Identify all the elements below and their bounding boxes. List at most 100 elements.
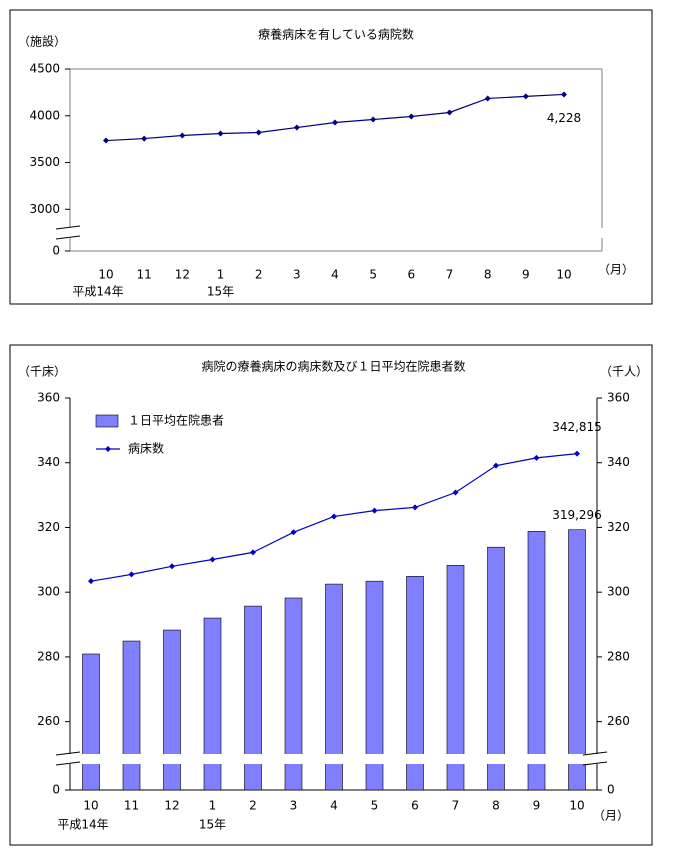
y-tick-label: 260 [37, 714, 60, 728]
chart-frame [9, 344, 653, 846]
marker [331, 513, 337, 520]
x-tick-label: 12 [164, 799, 179, 813]
x-tick-label: 2 [255, 268, 263, 282]
marker [103, 137, 109, 144]
y-tick-label: 360 [37, 391, 60, 405]
marker [446, 109, 453, 116]
marker [293, 124, 300, 131]
axis-break-mark [55, 751, 81, 756]
x-axis-unit: （月） [598, 263, 634, 277]
axis-break-mark [55, 761, 81, 766]
y-tick-label: 3000 [29, 202, 60, 216]
x-tick-label: 6 [411, 799, 419, 813]
y-axis-unit: （千床） [18, 365, 66, 379]
y-tick-label: 320 [37, 520, 60, 534]
y2-tick-label: 340 [607, 455, 630, 469]
marker [408, 113, 415, 120]
x-tick-label: 11 [124, 799, 139, 813]
y2-tick-label: 320 [607, 520, 630, 534]
bar [244, 605, 262, 791]
bar [203, 617, 222, 791]
axis-break-mark [55, 225, 81, 230]
bar [325, 583, 343, 791]
x-tick-label: 9 [522, 268, 530, 282]
legend-swatch [95, 414, 119, 428]
x-tick-label: 8 [492, 799, 500, 813]
x-tick-label: 5 [369, 268, 377, 282]
chart-title: 療養病床を有している病院数 [258, 27, 414, 42]
x-tick-label: 4 [331, 268, 339, 282]
legend-label: 病床数 [128, 441, 164, 456]
x-tick-label: 10 [569, 799, 584, 813]
x-tick-label: 5 [371, 799, 379, 813]
bar [163, 629, 181, 791]
chart-frame [9, 9, 653, 305]
bar [568, 529, 586, 791]
bar [365, 580, 384, 791]
y2-tick-label: 0 [607, 783, 615, 797]
bar [487, 546, 505, 791]
value-label: 342,815 [552, 420, 602, 434]
marker [371, 507, 378, 514]
line [105, 93, 565, 142]
x-tick-label: 1 [217, 268, 225, 282]
marker [290, 529, 297, 536]
marker [179, 132, 186, 139]
y-tick-label: 3500 [29, 155, 60, 169]
y2-tick-label: 260 [607, 714, 630, 728]
marker [332, 119, 338, 126]
x-tick-label: 3 [290, 799, 298, 813]
plot-frame [69, 68, 603, 252]
bar [446, 565, 465, 791]
value-label: 4,228 [547, 111, 581, 125]
y-tick-label: 4000 [29, 108, 60, 122]
x-tick-label: 2 [249, 799, 257, 813]
x-sub-label: 15年 [207, 285, 234, 299]
x-tick-label: 1 [209, 799, 217, 813]
marker [493, 462, 499, 469]
x-tick-label: 7 [446, 268, 454, 282]
bar [82, 653, 100, 791]
value-label: 319,296 [552, 508, 602, 522]
axis-break-mark [582, 751, 608, 756]
y-tick-label: 0 [52, 783, 60, 797]
x-tick-label: 4 [330, 799, 338, 813]
y-tick-label: 0 [52, 244, 60, 258]
legend-label: １日平均在院患者 [128, 414, 224, 428]
marker [412, 504, 418, 511]
x-tick-label: 12 [175, 268, 190, 282]
bar [406, 576, 424, 791]
marker [250, 549, 256, 556]
marker [209, 556, 216, 563]
x-sub-label: 平成14年 [72, 285, 123, 299]
chart-title: 病院の療養病床の病床数及び１日平均在院患者数 [201, 359, 465, 374]
marker [452, 489, 459, 496]
y-tick-label: 340 [37, 455, 60, 469]
y-tick-label: 4500 [29, 62, 60, 76]
y2-tick-label: 360 [607, 391, 630, 405]
marker [255, 129, 262, 136]
marker [217, 130, 224, 137]
axis-break-gap [56, 228, 616, 238]
marker [141, 135, 148, 142]
x-tick-label: 10 [556, 268, 571, 282]
x-sub-label: 15年 [199, 818, 226, 832]
bar [284, 597, 303, 791]
legend-marker [105, 446, 111, 452]
x-axis-unit: （月） [593, 809, 629, 823]
y2-axis-unit: （千人） [600, 365, 648, 379]
x-sub-label: 平成14年 [57, 818, 108, 832]
marker [522, 93, 529, 100]
x-tick-label: 8 [484, 268, 492, 282]
x-tick-label: 6 [408, 268, 416, 282]
marker [370, 116, 377, 123]
marker [484, 95, 491, 102]
y2-tick-label: 280 [607, 649, 630, 663]
y-tick-label: 300 [37, 585, 60, 599]
x-tick-label: 10 [83, 799, 98, 813]
x-tick-label: 7 [452, 799, 460, 813]
bar [122, 640, 141, 791]
x-tick-label: 10 [98, 268, 113, 282]
marker [169, 563, 175, 570]
